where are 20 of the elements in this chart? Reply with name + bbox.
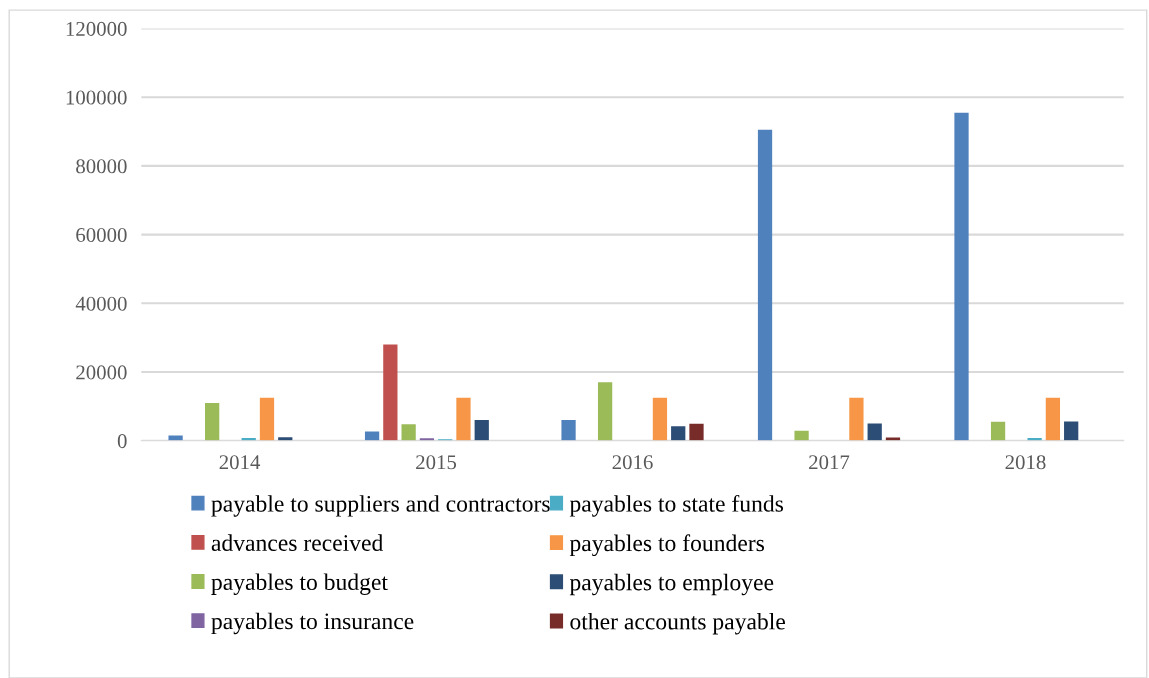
legend-label: payables to state funds (569, 494, 784, 517)
legend-label: payables to founders (569, 534, 764, 557)
y-tick-label: 120000 (66, 21, 127, 36)
legend-label: payables to budget (211, 573, 388, 595)
x-tick-label: 2015 (416, 455, 457, 470)
y-tick-label: 20000 (76, 365, 127, 380)
legend-label: payables to employee (569, 573, 774, 596)
y-tick-label: 40000 (75, 296, 127, 311)
legend-label: payables to insurance (211, 612, 414, 635)
y-tick-label: 80000 (76, 159, 127, 174)
y-tick-label: 0 (117, 434, 127, 449)
y-tick-label: 60000 (76, 227, 127, 243)
x-tick-label: 2014 (219, 455, 261, 470)
legend-label: payable to suppliers and contractors (211, 495, 550, 517)
y-tick-label: 100000 (66, 90, 127, 105)
x-tick-label: 2018 (1005, 455, 1046, 470)
legend-label: other accounts payable (570, 612, 785, 635)
x-tick-label: 2016 (612, 455, 653, 470)
x-tick-label: 2017 (809, 455, 850, 470)
legend-label: advances received (211, 534, 384, 551)
